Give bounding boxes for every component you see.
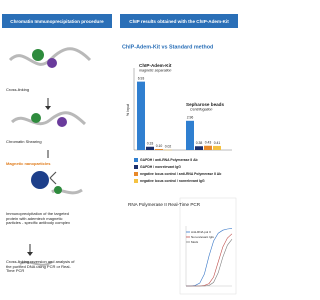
step-text: Cross-linking reversion and analysis of … (6, 259, 75, 274)
chart-title: RNA Polymerase II Real-Time PCR (128, 202, 201, 207)
value-label: 0.38 (196, 141, 203, 145)
legend-label: Anti-RNA pol II (191, 230, 211, 234)
bar (155, 149, 163, 150)
value-label: 0.33 (147, 142, 154, 146)
value-label: 2.96 (187, 116, 194, 120)
line (186, 228, 233, 287)
bar (186, 120, 194, 150)
value-label: 6.93 (138, 77, 145, 81)
group-note: magnetic separation (139, 69, 171, 73)
header-right: ChIP results obtained with the ChIP-Adem… (120, 14, 238, 28)
value-label: 0.43 (205, 141, 212, 145)
group-note: Centrifugation (190, 108, 212, 112)
legend-label: GAPDH / nonrelevant IgG (140, 165, 181, 169)
legend-label: Mock (191, 240, 199, 244)
bar (195, 146, 203, 150)
y-axis-label: % Input (126, 104, 130, 116)
legend-swatch (134, 172, 138, 176)
procedure-illustration (8, 47, 92, 266)
legend-swatch (134, 179, 138, 183)
legend-label: GAPDH / anti-RNA Polymerase II Ab (140, 158, 198, 162)
bar (204, 145, 212, 150)
step-text: Cross-linking (6, 87, 30, 92)
header-left: Chromatin Immunoprecipitation procedure (2, 14, 112, 28)
step-text: Immunoprecipitation of the targeted prot… (6, 211, 71, 226)
step-text: Chromatin Shearing (6, 139, 42, 144)
value-label: 0.10 (156, 144, 163, 148)
bar (137, 81, 145, 150)
bar (146, 146, 154, 150)
chart: ChIP-Adem-Kit vs Standard method % Input C… (8, 44, 237, 295)
legend-label: negative locus control / anti-RNA Polyme… (140, 172, 221, 176)
value-label: 0.02 (165, 145, 172, 149)
legend-swatch (134, 165, 138, 169)
bar (213, 145, 221, 150)
legend-label: negative locus control / nonrelevant IgG (140, 179, 205, 183)
line (186, 239, 233, 287)
legend-label: Non-relevant IgG (191, 235, 215, 239)
group-label: Sepharose beads (186, 102, 224, 107)
page: Chromatin Immunoprecipitation procedure … (2, 14, 238, 295)
value-label: 0.41 (214, 141, 221, 145)
pcr-frame (179, 197, 237, 295)
step-text: Magnetic nanoparticles (6, 161, 51, 166)
legend-swatch (134, 158, 138, 162)
chart-title: ChIP-Adem-Kit vs Standard method (122, 44, 213, 50)
group-label: ChIP-Adem-Kit (139, 63, 172, 68)
